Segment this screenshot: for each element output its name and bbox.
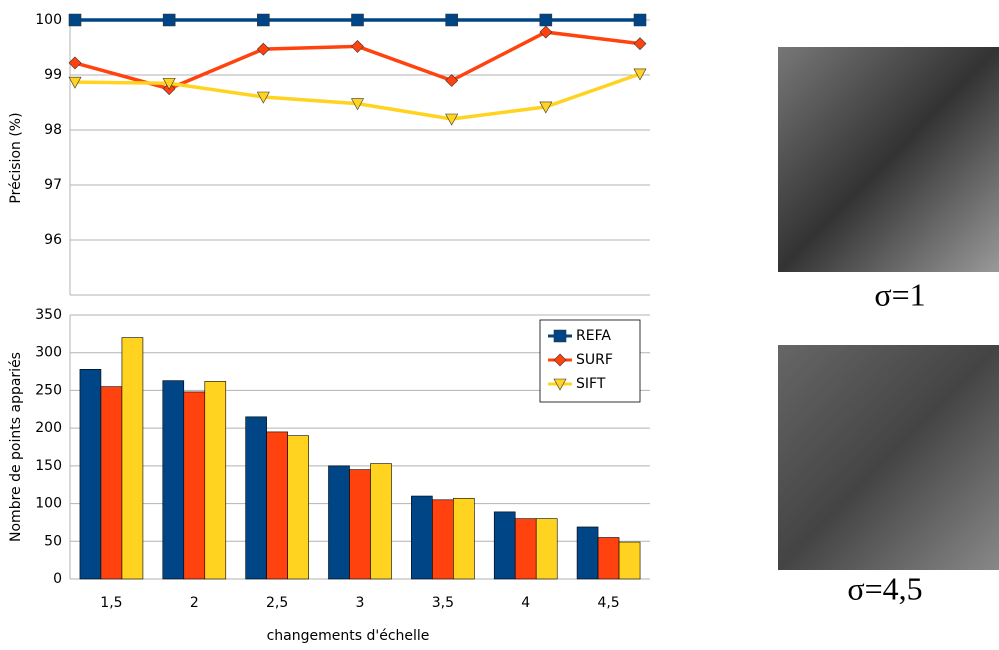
y-axis-label: Précision (%)	[8, 112, 24, 203]
point	[445, 74, 459, 87]
photo	[778, 47, 999, 272]
point	[445, 13, 458, 27]
y-tick-label: 250	[35, 382, 62, 398]
point	[351, 13, 364, 27]
bar	[370, 463, 392, 580]
x-tick-label: 3	[356, 595, 365, 611]
bar	[162, 380, 185, 580]
bar	[411, 495, 433, 580]
x-tick-label: 4,5	[597, 595, 619, 611]
bar	[245, 416, 267, 580]
y-tick-label: 300	[35, 345, 62, 361]
bar	[618, 541, 641, 580]
legend-marker	[553, 329, 567, 343]
y-tick-label: 98	[44, 122, 62, 138]
line	[74, 72, 641, 121]
bar	[349, 469, 371, 580]
point	[351, 39, 364, 53]
y-tick-label: 100	[35, 12, 62, 28]
photo	[778, 345, 999, 570]
x-tick-label: 2	[190, 595, 199, 611]
bar	[100, 386, 123, 580]
legend-label: REFA	[576, 328, 611, 344]
point	[539, 13, 553, 27]
point	[257, 13, 270, 27]
legend-marker	[553, 353, 567, 367]
y-tick-label: 200	[35, 420, 62, 436]
bar	[576, 526, 599, 580]
y-tick-label: 99	[44, 67, 62, 83]
legend-label: SURF	[576, 352, 613, 368]
bar	[266, 431, 288, 580]
legend-marker	[553, 378, 567, 391]
point	[256, 91, 270, 104]
bar	[493, 511, 516, 580]
legend-label: SIFT	[576, 376, 606, 392]
y-tick-label: 50	[44, 533, 62, 549]
point	[68, 13, 82, 27]
y-tick-label: 0	[53, 571, 62, 587]
x-axis-label: changements d'échelle	[267, 628, 430, 644]
point	[633, 13, 647, 27]
bar	[514, 518, 537, 580]
image-caption: σ=4,5	[847, 570, 922, 606]
y-tick-label: 100	[35, 496, 62, 512]
y-axis-label: Nombre de points appariés	[8, 352, 24, 542]
point	[68, 56, 82, 70]
bar	[287, 435, 309, 580]
point	[256, 42, 270, 56]
x-tick-label: 1,5	[100, 595, 122, 611]
bar	[183, 391, 206, 580]
bar	[597, 537, 620, 580]
bar	[204, 381, 227, 580]
point	[539, 25, 553, 39]
point	[350, 98, 365, 111]
bar	[328, 465, 350, 580]
point	[162, 77, 176, 90]
point	[68, 76, 82, 89]
bar	[121, 337, 144, 580]
y-tick-label: 350	[35, 307, 62, 323]
x-tick-label: 4	[521, 595, 530, 611]
point	[445, 113, 459, 126]
point	[633, 68, 647, 81]
bar	[535, 518, 558, 580]
bar	[432, 499, 454, 580]
image-caption: σ=1	[874, 276, 925, 312]
y-tick-label: 150	[35, 458, 62, 474]
bar	[79, 369, 102, 580]
y-tick-label: 96	[44, 232, 62, 248]
point	[162, 13, 176, 27]
x-tick-label: 2,5	[266, 595, 288, 611]
bar	[453, 497, 475, 580]
point	[633, 37, 647, 51]
y-tick-label: 97	[44, 177, 62, 193]
x-tick-label: 3,5	[432, 595, 454, 611]
point	[539, 101, 553, 114]
